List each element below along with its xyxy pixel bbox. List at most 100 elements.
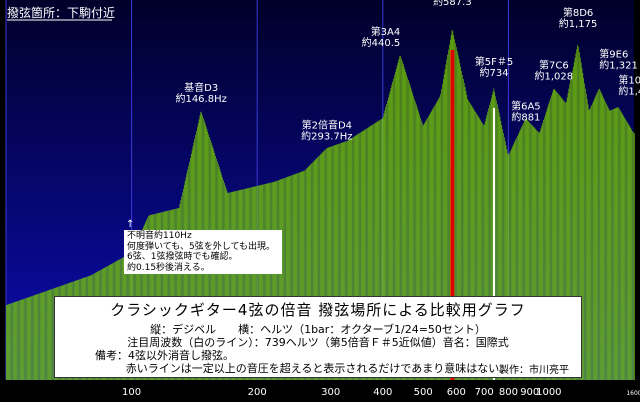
spectrum-bar xyxy=(613,109,614,380)
spectrum-bar xyxy=(350,138,352,380)
spectrum-bar xyxy=(223,180,224,380)
x-tick-label: 900 xyxy=(520,387,539,398)
spectrum-bar xyxy=(374,122,376,380)
spectrum-bar xyxy=(169,210,170,380)
spectrum-bar xyxy=(504,141,506,380)
spectrum-bar xyxy=(409,85,411,381)
spectrum-bar xyxy=(592,103,593,380)
spectrum-bar xyxy=(176,208,178,380)
spectrum-bar xyxy=(434,105,435,380)
spectrum-bars xyxy=(6,29,635,381)
spectrum-bar xyxy=(431,110,433,380)
spectrum-bar xyxy=(546,109,548,381)
spectrum-bar xyxy=(249,187,250,380)
spectrum-bar xyxy=(398,59,400,381)
spectrum-bar xyxy=(538,132,539,380)
harmonic-label: 第8D6 約1,175 xyxy=(559,6,598,30)
spectrum-bar xyxy=(628,125,630,380)
spectrum-bar xyxy=(380,119,381,380)
spectrum-bar xyxy=(613,108,615,380)
x-tick-label: 100 xyxy=(122,387,141,398)
spectrum-bar xyxy=(396,65,398,381)
spectrum-bar xyxy=(44,291,45,380)
spectrum-bar xyxy=(483,124,484,381)
red-line-note: 赤いラインは一定以上の音圧を超えると表示されるだけであまり意味はない。 xyxy=(125,362,511,375)
spectrum-bar xyxy=(366,128,367,380)
spectrum-bar xyxy=(13,302,15,380)
spectrum-bar xyxy=(418,112,420,381)
spectrum-bar xyxy=(178,207,180,380)
spectrum-bar xyxy=(312,162,313,380)
spectrum-bar xyxy=(183,184,185,380)
spectrum-bar xyxy=(509,152,510,380)
spectrum-bar xyxy=(394,75,395,380)
spectrum-bar xyxy=(19,300,20,380)
spectrum-bar xyxy=(16,301,18,380)
spectrum-bar xyxy=(617,107,619,380)
spectrum-bar xyxy=(315,159,317,380)
spectrum-bar xyxy=(438,98,440,380)
spectrum-bar xyxy=(471,106,473,380)
spectrum-bar xyxy=(505,145,507,380)
spectrum-bar xyxy=(239,190,241,380)
spectrum-bar xyxy=(11,303,12,380)
spectrum-bar xyxy=(260,184,262,380)
spectrum-bar xyxy=(15,301,17,380)
spectrum-bar xyxy=(581,67,583,381)
spectrum-bar xyxy=(497,104,498,380)
spectrum-bar xyxy=(449,39,451,380)
spectrum-bar xyxy=(545,114,546,381)
note-line-2: 何度弾いても、5弦を外しても出現。 xyxy=(127,241,276,252)
spectrum-bar xyxy=(463,79,464,381)
spectrum-bar xyxy=(226,191,228,380)
spectrum-bar xyxy=(385,107,387,380)
spectrum-bar xyxy=(443,74,445,380)
spectrum-bar xyxy=(20,299,22,380)
spectrum-bar xyxy=(560,97,562,380)
spectrum-bar xyxy=(565,101,567,381)
spectrum-bar xyxy=(362,130,364,380)
spectrum-bar xyxy=(577,44,578,380)
spectrum-bar xyxy=(435,104,436,380)
spectrum-bar xyxy=(293,174,295,380)
spectrum-bar xyxy=(401,61,403,381)
spectrum-bar xyxy=(289,176,291,380)
spectrum-bar xyxy=(340,142,342,380)
spectrum-bar xyxy=(384,110,386,380)
spectrum-bar xyxy=(527,120,529,380)
spectrum-bar xyxy=(517,134,519,380)
spectrum-bar xyxy=(369,126,371,380)
spectrum-bar xyxy=(257,185,258,380)
spectrum-bar xyxy=(580,62,582,380)
spectrum-bar xyxy=(548,103,550,380)
spectrum-bar xyxy=(328,147,330,380)
spectrum-bar xyxy=(51,289,52,380)
spectrum-bar xyxy=(584,83,585,381)
spectrum-bar xyxy=(185,177,187,380)
spectrum-bar xyxy=(285,177,286,380)
spectrum-bar xyxy=(429,113,431,380)
spectrum-bar xyxy=(6,304,8,380)
spectrum-bar xyxy=(469,102,470,380)
spectrum-bar xyxy=(558,95,560,380)
spectrum-bar xyxy=(264,184,265,380)
spectrum-bar xyxy=(225,188,227,380)
spectrum-bar xyxy=(524,119,526,380)
spectrum-bar xyxy=(349,139,351,380)
spectrum-bar xyxy=(300,171,302,380)
spectrum-bar xyxy=(259,185,261,380)
spectrum-bar xyxy=(367,127,369,380)
spectrum-bar xyxy=(622,114,624,381)
spectrum-bar xyxy=(470,103,471,381)
spectrum-bar xyxy=(284,177,285,380)
spectrum-bar xyxy=(569,84,571,380)
spectrum-bar xyxy=(8,304,10,380)
spectrum-bar xyxy=(479,118,481,380)
spectrum-bar xyxy=(180,200,182,380)
spectrum-bar xyxy=(164,211,166,380)
spectrum-bar xyxy=(535,129,537,380)
spectrum-bar xyxy=(442,84,443,380)
